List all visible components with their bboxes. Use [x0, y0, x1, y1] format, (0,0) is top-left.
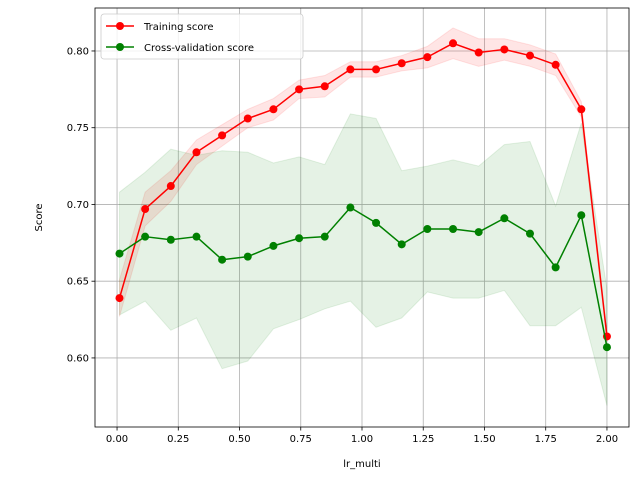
series-0-point [449, 39, 458, 48]
y-tick-label: 0.80 [67, 46, 89, 57]
series-0-point [320, 82, 329, 91]
legend-marker-1 [116, 43, 124, 51]
series-1-point [397, 240, 406, 249]
series-0-line [118, 42, 608, 337]
series-1-point [218, 255, 227, 264]
series-0-point [525, 51, 534, 60]
series-0-point [243, 114, 252, 123]
x-tick-label: 1.00 [351, 434, 373, 445]
y-tick-label: 0.75 [67, 123, 89, 134]
legend: Training score Cross-validation score [100, 13, 304, 60]
series-0-point [166, 182, 175, 191]
confidence-bands [118, 27, 608, 406]
series-1-point [141, 232, 150, 241]
series-0-point [269, 105, 278, 114]
series-1-point [474, 228, 483, 237]
series-0-point [372, 65, 381, 74]
series-0-point [577, 105, 586, 114]
series-0-point [551, 60, 560, 69]
series-1-point [295, 234, 304, 243]
x-tick-label: 2.00 [596, 434, 618, 445]
series-1-point [243, 252, 252, 261]
series-lines [115, 39, 611, 352]
series-1-point [500, 214, 509, 223]
series-0-point [474, 48, 483, 57]
series-0-point [141, 205, 150, 214]
series-1-band [118, 113, 608, 406]
series-1-point [115, 249, 124, 258]
series-1-point [449, 225, 458, 234]
series-1-point [372, 218, 381, 227]
x-tick-label: 0.00 [106, 434, 128, 445]
legend-marker-0 [116, 22, 124, 30]
series-0-point [500, 45, 509, 54]
series-1-point [602, 343, 611, 352]
series-0-point [115, 294, 124, 303]
legend-box [100, 13, 304, 60]
series-1-point [423, 225, 432, 234]
series-0-point [295, 85, 304, 94]
series-1-point [320, 232, 329, 241]
y-tick-label: 0.70 [67, 200, 89, 211]
x-tick-label: 0.75 [290, 434, 312, 445]
series-0-point [192, 148, 201, 157]
x-tick-label: 0.25 [167, 434, 189, 445]
series-1-point [269, 241, 278, 250]
x-axis-label: lr_multi [343, 459, 380, 470]
y-axis-label: Score [34, 203, 45, 231]
series-1-point [525, 229, 534, 238]
x-tick-label: 1.75 [535, 434, 557, 445]
series-0-point [346, 65, 355, 74]
x-tick-label: 1.25 [412, 434, 434, 445]
axis-ticks: 0.00 0.25 0.50 0.75 1.00 1.25 1.50 1.75 2.00 0.60… [67, 46, 618, 445]
series-1-point [577, 211, 586, 220]
grid [95, 8, 629, 427]
legend-label-1: Cross-validation score [144, 43, 254, 54]
series-1-point [192, 232, 201, 241]
series-1-point [346, 203, 355, 212]
legend-label-0: Training score [143, 22, 214, 33]
y-tick-label: 0.60 [67, 353, 89, 364]
series-0-point [397, 59, 406, 68]
series-0-point [218, 131, 227, 140]
x-tick-label: 1.50 [473, 434, 495, 445]
y-tick-label: 0.65 [67, 277, 89, 288]
series-1-line [119, 206, 608, 348]
x-tick-label: 0.50 [228, 434, 250, 445]
series-0-point [423, 53, 432, 62]
series-1-point [166, 235, 175, 244]
series-1-point [551, 263, 560, 272]
